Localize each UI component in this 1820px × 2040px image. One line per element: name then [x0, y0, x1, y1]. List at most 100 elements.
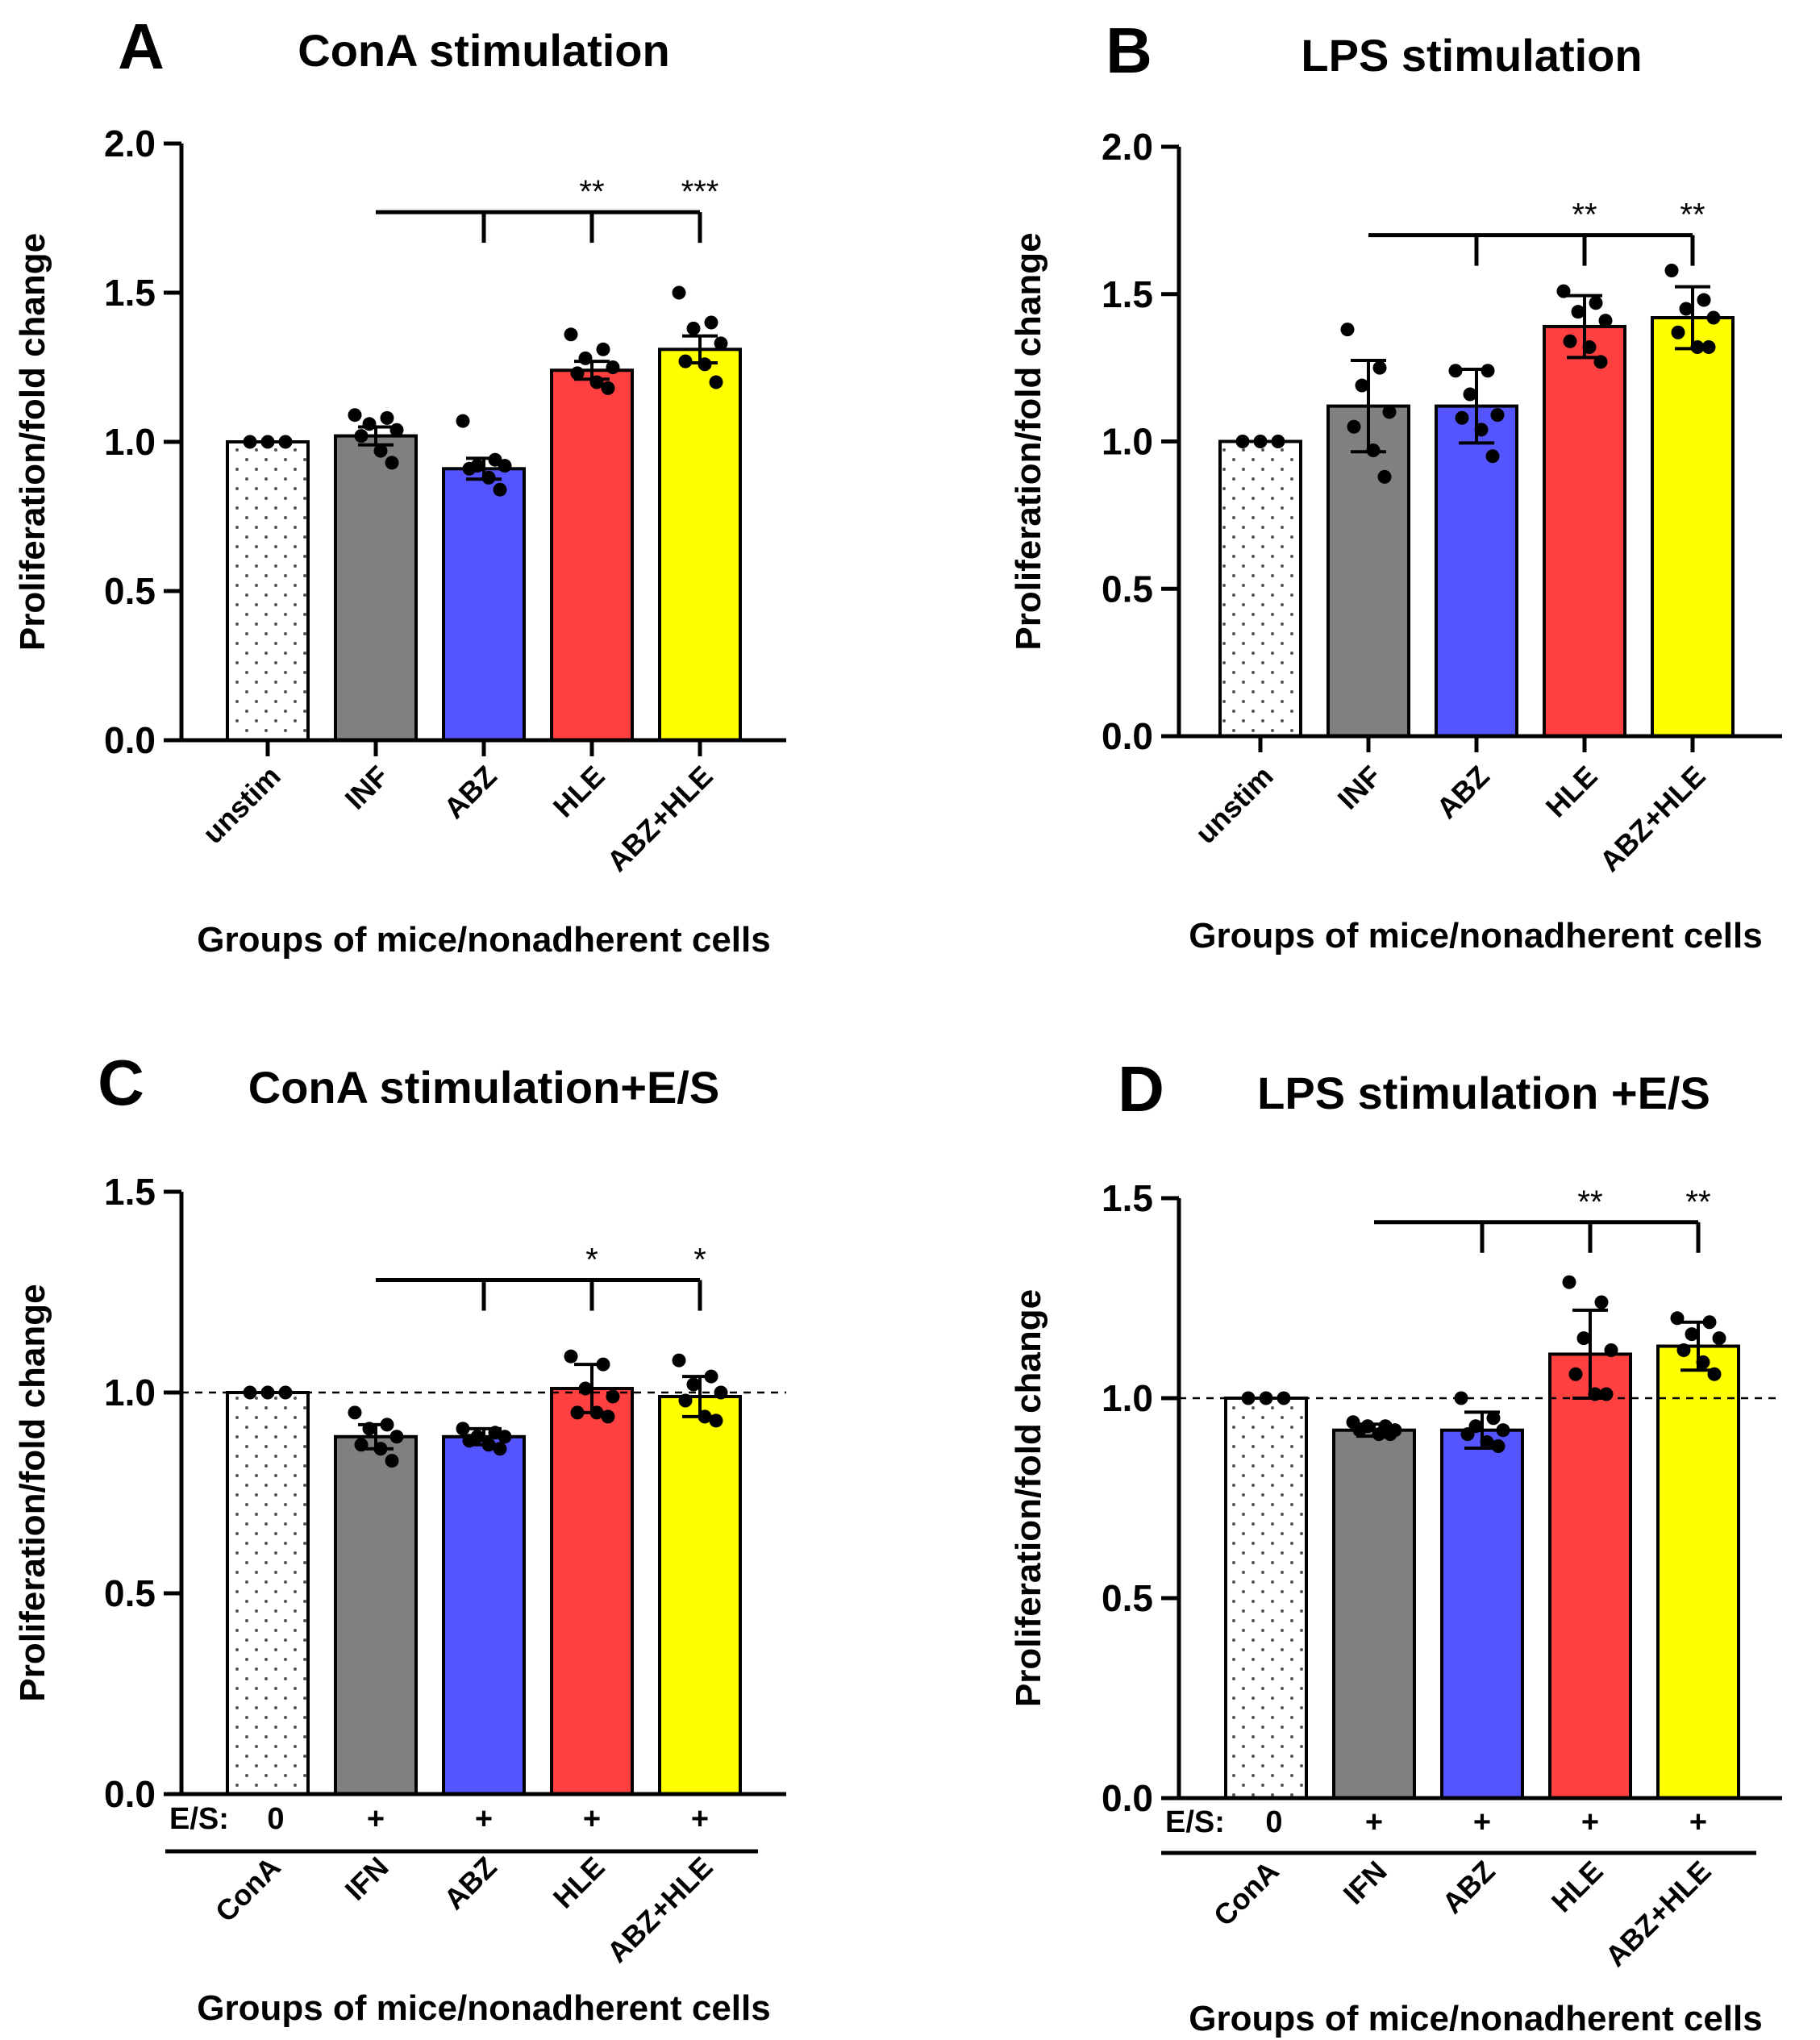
data-point — [493, 1442, 507, 1456]
y-tick-label: 0.5 — [1102, 568, 1153, 610]
data-point — [1671, 325, 1685, 339]
data-point — [1480, 1435, 1494, 1450]
data-point — [260, 435, 275, 449]
data-point — [1377, 469, 1392, 484]
panel-title: LPS stimulation — [1301, 30, 1642, 81]
bar-abz — [1435, 404, 1518, 738]
y-tick-label: 2.0 — [104, 123, 156, 164]
y-tick-label: 1.5 — [1102, 1177, 1153, 1219]
es-value: + — [1473, 1805, 1491, 1839]
data-point — [1372, 1427, 1386, 1442]
x-axis-label: Groups of mice/nonadherent cells — [197, 920, 770, 960]
bar-abz — [442, 467, 526, 742]
data-point — [1599, 1387, 1614, 1401]
y-axis-label: Proliferation/fold change — [1009, 232, 1048, 650]
panel-label: D — [1118, 1053, 1164, 1125]
data-point — [456, 1422, 470, 1436]
data-point — [1582, 340, 1597, 355]
data-point — [1685, 1327, 1699, 1342]
category-label: INF — [1331, 760, 1388, 816]
data-point — [564, 327, 578, 342]
y-tick-label: 1.5 — [104, 272, 156, 314]
data-point — [601, 381, 615, 395]
data-point — [1491, 1439, 1506, 1454]
y-tick-label: 0.5 — [104, 1572, 156, 1614]
data-point — [606, 360, 620, 374]
category-label: unstim — [196, 760, 286, 850]
es-value: + — [691, 1802, 709, 1836]
data-point — [278, 435, 293, 449]
y-axis-label: Proliferation/fold change — [1009, 1289, 1048, 1707]
category-label: ABZ+HLE — [601, 760, 719, 878]
data-point — [1697, 293, 1711, 307]
data-point — [462, 461, 477, 476]
bar-ifn — [334, 1434, 418, 1796]
es-value: + — [1365, 1805, 1383, 1839]
data-point — [1481, 364, 1495, 378]
data-point — [1563, 334, 1577, 348]
data-point — [1474, 423, 1489, 437]
data-point — [1706, 310, 1721, 325]
data-point — [354, 1438, 369, 1452]
y-tick-label: 1.0 — [1102, 1377, 1153, 1419]
data-point — [672, 285, 686, 300]
category-label: HLE — [1545, 1855, 1610, 1919]
data-point — [1347, 419, 1361, 434]
category-label: ABZ+HLE — [601, 1851, 719, 1969]
data-point — [578, 1381, 593, 1396]
data-point — [1241, 1391, 1256, 1405]
bar-cona — [226, 1391, 310, 1796]
data-point — [498, 1430, 512, 1444]
data-point — [1593, 355, 1608, 369]
data-point — [389, 1430, 404, 1444]
data-point — [1340, 323, 1355, 337]
category-label: IFN — [339, 1851, 395, 1907]
data-point — [1460, 1427, 1475, 1442]
es-value: + — [583, 1802, 601, 1836]
data-point — [570, 1405, 585, 1420]
bar-inf — [334, 434, 418, 742]
data-point — [1253, 435, 1268, 448]
es-value: 0 — [1265, 1805, 1282, 1839]
data-point — [373, 443, 388, 458]
data-point — [481, 1438, 496, 1452]
data-point — [1696, 1355, 1710, 1369]
y-tick-label: 1.0 — [104, 1372, 156, 1413]
y-tick-label: 0.5 — [104, 570, 156, 612]
x-axis-label: Groups of mice/nonadherent cells — [1189, 916, 1762, 955]
data-point — [678, 1393, 693, 1408]
data-point — [1454, 1391, 1468, 1405]
panel-b: B LPS stimulation 0.0 0.5 1.0 1.5 2.0 unstim INF… — [1009, 15, 1782, 955]
significance-mark: ** — [1577, 1184, 1602, 1220]
panel-title: ConA stimulation — [298, 25, 669, 76]
data-point — [596, 1357, 610, 1372]
panel-a: A ConA stimulation 0.0 0.5 1.0 1.5 2.0 unstim IN… — [13, 10, 786, 960]
data-point — [362, 417, 377, 431]
data-point — [380, 1418, 394, 1432]
data-point — [1598, 314, 1613, 328]
y-tick-label: 2.0 — [1102, 126, 1153, 168]
data-point — [1712, 1331, 1726, 1346]
y-tick-label: 1.5 — [1102, 273, 1153, 315]
panel-title: LPS stimulation +E/S — [1257, 1068, 1710, 1118]
data-point — [1383, 1427, 1397, 1442]
data-point — [1355, 378, 1369, 393]
data-point — [1490, 408, 1505, 423]
data-point — [1690, 340, 1705, 355]
data-point — [672, 1353, 686, 1368]
bar-unstim — [1218, 439, 1302, 738]
data-point — [1496, 1423, 1510, 1438]
data-point — [564, 1349, 578, 1363]
category-label: IFN — [1337, 1855, 1393, 1911]
data-point — [589, 1405, 604, 1420]
data-point — [698, 1409, 712, 1424]
data-point — [1568, 1367, 1583, 1381]
data-point — [1485, 449, 1500, 464]
data-point — [1271, 435, 1285, 448]
es-value: + — [475, 1802, 493, 1836]
y-tick-label: 0.0 — [104, 719, 156, 761]
data-point — [698, 357, 712, 372]
data-point — [1556, 284, 1571, 298]
